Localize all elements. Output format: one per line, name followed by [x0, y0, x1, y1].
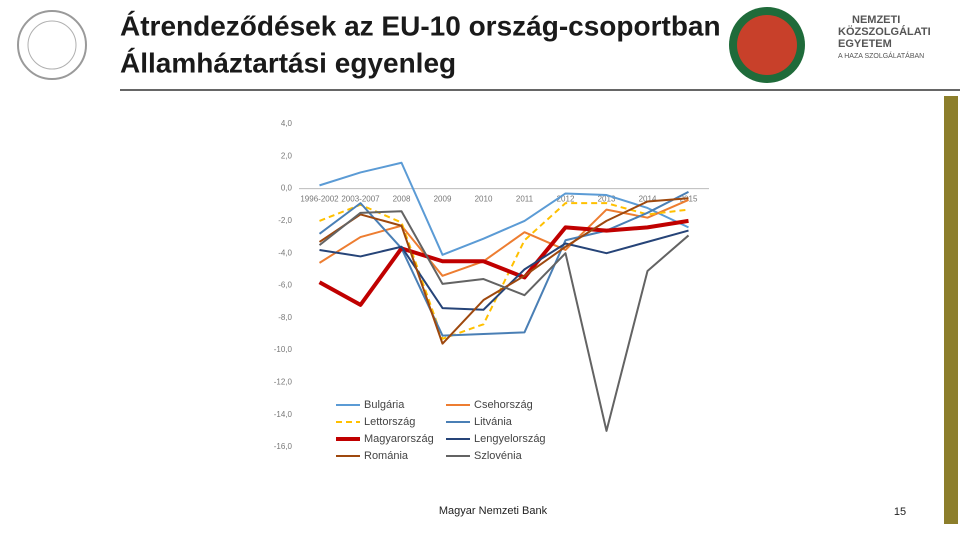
footer-source: Magyar Nemzeti Bank [439, 505, 548, 517]
x-tick-label: 1996-2002 [300, 195, 339, 204]
left-logo-inner [27, 20, 77, 70]
y-tick-label: -8,0 [278, 313, 292, 322]
y-tick-label: -6,0 [278, 281, 292, 290]
y-tick-label: 4,0 [281, 119, 293, 128]
series-line [318, 210, 690, 432]
y-tick-label: -4,0 [278, 248, 292, 257]
side-bar [944, 96, 958, 524]
y-tick-label: 2,0 [281, 151, 293, 160]
legend-label: Szlovénia [474, 450, 523, 462]
y-tick-label: -16,0 [274, 442, 293, 451]
y-tick-label: -14,0 [274, 410, 293, 419]
y-tick-label: -12,0 [274, 378, 293, 387]
logo-text: KÖZSZOLGÁLATI [838, 25, 931, 38]
legend-label: Csehország [474, 399, 533, 411]
y-tick-label: -2,0 [278, 216, 292, 225]
x-tick-label: 2011 [516, 195, 534, 204]
legend-label: Lengyelország [474, 433, 546, 445]
x-tick-label: 2010 [475, 195, 493, 204]
x-tick-label: 2014 [639, 195, 657, 204]
legend-label: Románia [364, 450, 409, 462]
left-logo [17, 10, 87, 80]
y-tick-label: 0,0 [281, 184, 293, 193]
series-line [319, 229, 689, 311]
x-tick-label: 2015 [680, 195, 698, 204]
x-tick-label: 2008 [393, 195, 411, 204]
page-number: 15 [894, 506, 906, 518]
logo-text: A HAZA SZOLGÁLATÁBAN [838, 51, 924, 60]
x-tick-label: 2009 [434, 195, 452, 204]
legend-label: Bulgária [364, 399, 405, 411]
series-line [318, 198, 689, 277]
legend-label: Magyarország [364, 433, 434, 445]
series-line [319, 161, 689, 256]
title: Átrendeződések az EU-10 ország-csoportba… [120, 10, 721, 41]
series-line [318, 190, 689, 337]
series-line [318, 218, 689, 307]
title: Államháztartási egyenleg [120, 47, 456, 78]
legend-label: Lettország [364, 416, 415, 428]
x-tick-label: 2003-2007 [341, 195, 380, 204]
x-tick-label: 2013 [598, 195, 616, 204]
series-line [319, 202, 689, 340]
x-tick-label: 2012 [557, 195, 575, 204]
logo-text: EGYETEM [838, 38, 892, 50]
right-logo-inner [737, 15, 797, 75]
y-tick-label: -10,0 [274, 345, 293, 354]
legend-label: Litvánia [474, 416, 513, 428]
logo-text: NEMZETI [852, 14, 900, 26]
